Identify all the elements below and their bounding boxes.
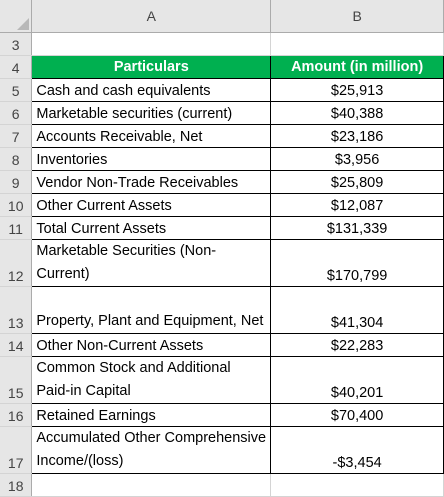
amount-cell[interactable]: $25,809 <box>270 169 444 194</box>
header-amount[interactable]: Amount (in million) <box>270 54 444 79</box>
row-header-9[interactable]: 9 <box>0 170 33 194</box>
select-all-corner[interactable] <box>0 0 33 33</box>
select-all-triangle-icon <box>17 17 30 30</box>
row-header-8[interactable]: 8 <box>0 147 33 171</box>
amount-cell[interactable]: $22,283 <box>270 332 444 357</box>
amount-cell[interactable]: -$3,454 <box>270 425 444 474</box>
particular-cell[interactable]: Total Current Assets <box>31 215 272 240</box>
particular-cell[interactable]: Marketable Securities (Non-Current) <box>31 238 272 287</box>
row-header-14[interactable]: 14 <box>0 333 33 357</box>
particular-cell[interactable]: Property, Plant and Equipment, Net <box>31 285 272 334</box>
amount-cell[interactable]: $40,201 <box>270 355 444 404</box>
particular-cell[interactable]: Accumulated Other Comprehensive Income/(… <box>31 425 272 474</box>
cell-a18[interactable] <box>31 473 272 497</box>
particular-cell[interactable]: Common Stock and Additional Paid-in Capi… <box>31 355 272 404</box>
row-header-13[interactable]: 13 <box>0 286 33 334</box>
row-header-3[interactable]: 3 <box>0 32 33 56</box>
row-header-6[interactable]: 6 <box>0 101 33 125</box>
row-header-7[interactable]: 7 <box>0 124 33 148</box>
particular-cell[interactable]: Inventories <box>31 146 272 171</box>
amount-cell[interactable]: $40,388 <box>270 100 444 125</box>
column-header-b[interactable]: B <box>270 0 444 33</box>
particular-cell[interactable]: Marketable securities (current) <box>31 100 272 125</box>
amount-cell[interactable]: $170,799 <box>270 238 444 287</box>
row-header-11[interactable]: 11 <box>0 216 33 240</box>
row-header-12[interactable]: 12 <box>0 239 33 287</box>
particular-cell[interactable]: Other Non-Current Assets <box>31 332 272 357</box>
row-header-15[interactable]: 15 <box>0 356 33 404</box>
column-header-a[interactable]: A <box>31 0 272 33</box>
amount-cell[interactable]: $41,304 <box>270 285 444 334</box>
particular-cell[interactable]: Cash and cash equivalents <box>31 77 272 102</box>
amount-cell[interactable]: $12,087 <box>270 192 444 217</box>
header-particulars[interactable]: Particulars <box>31 54 272 79</box>
amount-cell[interactable]: $131,339 <box>270 215 444 240</box>
amount-cell[interactable]: $70,400 <box>270 402 444 427</box>
amount-cell[interactable]: $3,956 <box>270 146 444 171</box>
particular-cell[interactable]: Vendor Non-Trade Receivables <box>31 169 272 194</box>
particular-cell[interactable]: Retained Earnings <box>31 402 272 427</box>
cell-b18[interactable] <box>270 473 444 497</box>
row-header-16[interactable]: 16 <box>0 403 33 427</box>
row-header-5[interactable]: 5 <box>0 78 33 102</box>
row-header-17[interactable]: 17 <box>0 426 33 474</box>
cell-b3[interactable] <box>270 32 444 56</box>
row-header-10[interactable]: 10 <box>0 193 33 217</box>
amount-cell[interactable]: $25,913 <box>270 77 444 102</box>
amount-cell[interactable]: $23,186 <box>270 123 444 148</box>
particular-cell[interactable]: Other Current Assets <box>31 192 272 217</box>
particular-cell[interactable]: Accounts Receivable, Net <box>31 123 272 148</box>
row-header-4[interactable]: 4 <box>0 55 33 79</box>
row-header-18[interactable]: 18 <box>0 473 33 497</box>
cell-a3[interactable] <box>31 32 272 56</box>
